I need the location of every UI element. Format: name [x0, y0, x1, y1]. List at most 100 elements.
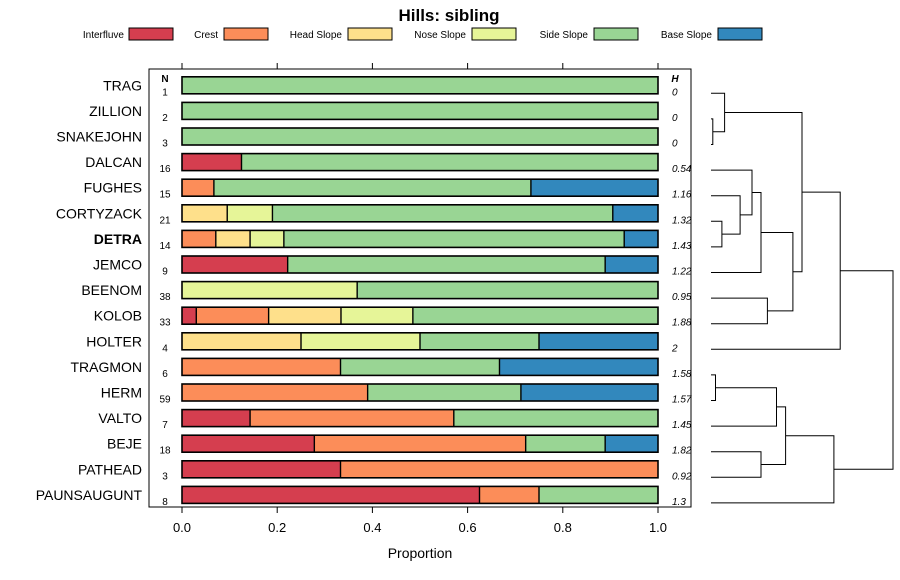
h-value-4: 1.16: [672, 190, 692, 201]
dendrogram-branch-12: [711, 191, 841, 350]
h-value-2: 0: [672, 139, 678, 150]
dendrogram-branch-8: [724, 112, 803, 273]
bar-segment-13-0: [182, 409, 251, 427]
bar-segment-16-1: [479, 486, 539, 504]
n-header: N: [161, 74, 168, 85]
bar-segment-16-4: [539, 486, 658, 504]
h-value-11: 1.58: [672, 369, 692, 380]
bar-outline-11: [181, 357, 659, 377]
n-value-15: 3: [162, 471, 168, 482]
row-label-14: BEJE: [107, 436, 142, 452]
row-label-3: DALCAN: [85, 154, 142, 170]
x-tick-label-3: 0.6: [459, 520, 477, 535]
row-label-9: KOLOB: [94, 308, 142, 324]
bar-segment-6-2: [215, 230, 251, 248]
row-label-4: FUGHES: [84, 180, 142, 196]
x-tick-label-0: 0.0: [173, 520, 191, 535]
legend: Interfluve Crest Head Slope Nose Slope Side …: [83, 27, 763, 41]
n-value-14: 18: [159, 446, 171, 457]
bar-segment-11-4: [340, 358, 500, 376]
h-header: H: [671, 74, 679, 85]
bar-segment-9-1: [196, 307, 269, 325]
dendrogram-branch-7: [761, 232, 794, 312]
x-axis: 0.0 0.2 0.4 0.6 0.8 1.0: [173, 63, 667, 535]
h-value-13: 1.45: [672, 420, 692, 431]
n-value-7: 9: [162, 267, 168, 278]
legend-label-4: Side Slope: [540, 30, 589, 41]
bar-segment-16-0: [182, 486, 480, 504]
h-value-7: 1.22: [672, 267, 692, 278]
row-label-11: TRAGMON: [70, 359, 142, 375]
bar-segment-15-0: [182, 460, 341, 478]
dendrogram-branch-15: [833, 270, 894, 470]
x-axis-title: Proportion: [388, 545, 453, 561]
bar-outline-8: [181, 280, 659, 300]
bar-segment-9-2: [268, 307, 341, 325]
bar-segment-6-4: [283, 230, 625, 248]
dendrogram: [711, 92, 894, 504]
bar-segment-3-4: [241, 153, 658, 171]
legend-swatch-4: [593, 27, 639, 41]
bar-segment-14-5: [605, 435, 658, 453]
n-value-8: 38: [159, 292, 171, 303]
h-value-10: 2: [671, 343, 678, 354]
chart-title: Hills: sibling: [398, 6, 499, 25]
dendrogram-branch-6: [711, 297, 768, 325]
bar-outline-0: [181, 76, 659, 95]
bar-segment-15-1: [340, 460, 658, 478]
h-value-0: 0: [672, 87, 678, 98]
n-value-5: 21: [159, 215, 171, 226]
h-value-14: 1.82: [672, 446, 692, 457]
legend-swatch-5: [717, 27, 763, 41]
bar-segment-6-5: [624, 230, 658, 248]
bar-outline-9: [181, 306, 659, 326]
row-label-1: ZILLION: [89, 103, 142, 119]
bar-segment-4-1: [182, 179, 214, 197]
legend-swatch-1: [223, 27, 269, 41]
bar-outline-15: [181, 459, 659, 479]
n-value-3: 16: [159, 164, 171, 175]
h-value-16: 1.3: [672, 497, 686, 508]
row-label-8: BEENOM: [81, 282, 142, 298]
dendrogram-branch-0: [711, 118, 714, 145]
n-value-10: 4: [162, 343, 168, 354]
bar-segment-2-4: [182, 128, 658, 145]
dendrogram-branch-2: [711, 220, 723, 248]
bar-outline-6: [181, 229, 659, 249]
bar-outline-10: [181, 331, 659, 351]
bar-segment-9-4: [412, 307, 658, 325]
row-labels-group: TRAG 1 0 ZILLION 2 0 SNAKEJOHN 3 0 DALCAN 16 0.54 FU…: [36, 77, 692, 508]
row-label-15: PATHEAD: [78, 461, 142, 477]
row-label-12: HERM: [101, 385, 142, 401]
h-value-6: 1.43: [672, 241, 692, 252]
bar-outline-3: [181, 152, 659, 172]
bar-segment-10-3: [301, 332, 420, 350]
bar-segment-4-5: [530, 179, 658, 197]
bar-segment-5-5: [612, 204, 658, 222]
x-tick-label-2: 0.4: [363, 520, 381, 535]
bar-outline-12: [181, 383, 659, 402]
x-tick-label-5: 1.0: [649, 520, 667, 535]
dendrogram-branch-10: [711, 387, 777, 427]
bar-segment-10-4: [420, 332, 539, 350]
plot-panel-border: [148, 68, 692, 508]
bar-segment-7-4: [287, 256, 606, 273]
row-label-7: JEMCO: [93, 257, 142, 273]
bar-segment-10-5: [539, 332, 658, 350]
legend-label-3: Nose Slope: [414, 30, 466, 41]
x-tick-label-1: 0.2: [268, 520, 286, 535]
row-label-13: VALTO: [98, 410, 142, 426]
h-value-9: 1.88: [672, 318, 692, 329]
h-value-3: 0.54: [672, 164, 692, 175]
bar-segment-12-1: [182, 384, 368, 401]
bar-segment-5-2: [182, 204, 228, 222]
legend-label-5: Base Slope: [661, 30, 713, 41]
row-label-0: TRAG: [103, 77, 142, 93]
bars-group: [181, 76, 659, 505]
bar-segment-11-1: [182, 358, 341, 376]
plot-area: TRAG 1 0 ZILLION 2 0 SNAKEJOHN 3 0 DALCAN 16 0.54 FU…: [36, 63, 692, 561]
bar-segment-9-0: [182, 307, 197, 325]
row-label-10: HOLTER: [86, 333, 142, 349]
n-value-11: 6: [162, 369, 168, 380]
